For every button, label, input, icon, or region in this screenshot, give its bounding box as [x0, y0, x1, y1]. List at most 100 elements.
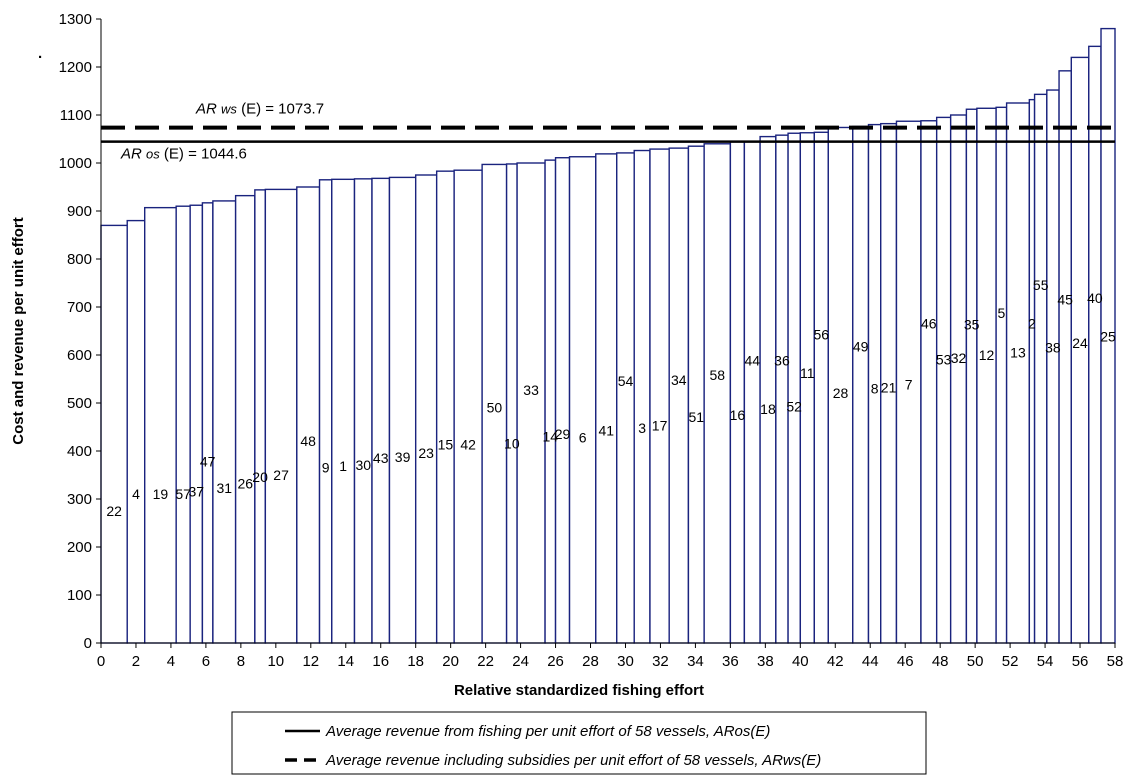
bar-label-vessel-21: 21 [881, 379, 897, 395]
legend-dashed-label: Average revenue including subsidies per … [325, 752, 821, 769]
bar-vessel-19 [144, 206, 177, 644]
bar-vessel-45 [1058, 70, 1072, 644]
x-tick-label: 2 [132, 653, 140, 670]
x-tick-label: 48 [932, 653, 949, 670]
annotation-subscript: ws [221, 102, 237, 117]
bar-label-vessel-58: 58 [709, 367, 725, 383]
bar-vessel-13 [1005, 102, 1031, 644]
x-tick-label: 52 [1002, 653, 1019, 670]
bar-vessel-5 [995, 106, 1008, 644]
bar-vessel-20 [254, 189, 267, 644]
annotation-prefix: AR [120, 146, 146, 163]
bar-label-vessel-24: 24 [1072, 335, 1088, 351]
x-tick-label: 24 [512, 653, 529, 670]
bar-label-vessel-9: 9 [322, 460, 330, 476]
y-tick-label: 1200 [59, 59, 92, 76]
bar-vessel-33 [516, 162, 546, 644]
x-tick-label: 18 [407, 653, 424, 670]
bar-label-vessel-51: 51 [688, 409, 704, 425]
ticks-group: 0100200300400500600700800900100011001200… [59, 11, 1124, 670]
bar-vessel-46 [920, 120, 938, 644]
y-tick-label: 0 [84, 635, 92, 652]
x-tick-label: 36 [722, 653, 739, 670]
bar-label-vessel-18: 18 [760, 401, 776, 417]
bar-label-vessel-17: 17 [652, 417, 668, 433]
bar-vessel-18 [759, 135, 777, 644]
bar-vessel-23 [414, 174, 438, 644]
bar-label-vessel-41: 41 [598, 423, 614, 439]
annotation-subscript: os [146, 147, 160, 162]
y-tick-label: 1000 [59, 155, 92, 172]
annotation-ar-ws: AR ws (E) = 1073.7 [195, 101, 324, 118]
bar-label-vessel-57: 57 [175, 486, 191, 502]
bar-vessel-41 [595, 153, 618, 644]
bar-label-vessel-12: 12 [979, 347, 995, 363]
bar-vessel-37 [189, 204, 204, 644]
y-tick-label: 500 [67, 395, 92, 412]
bar-label-vessel-37: 37 [188, 484, 204, 500]
y-tick-label: 100 [67, 587, 92, 604]
x-tick-label: 16 [372, 653, 389, 670]
bar-label-vessel-55: 55 [1033, 277, 1049, 293]
x-tick-label: 10 [267, 653, 284, 670]
bar-vessel-27 [264, 188, 298, 644]
bar-vessel-3 [633, 149, 651, 644]
x-tick-label: 14 [337, 653, 354, 670]
bar-vessel-16 [729, 140, 746, 644]
bar-label-vessel-25: 25 [1100, 329, 1116, 345]
bar-label-vessel-56: 56 [814, 327, 830, 343]
bar-vessel-28 [827, 126, 854, 644]
x-tick-label: 12 [302, 653, 319, 670]
bar-vessel-31 [212, 200, 237, 644]
x-tick-label: 4 [167, 653, 175, 670]
legend-solid-label: Average revenue from fishing per unit ef… [325, 723, 770, 740]
bar-label-vessel-3: 3 [638, 420, 646, 436]
bar-vessel-48 [296, 186, 321, 644]
annotation-ar-os: AR os (E) = 1044.6 [120, 146, 247, 163]
bar-vessel-26 [234, 194, 256, 644]
bar-label-vessel-44: 44 [744, 353, 760, 369]
x-tick-label: 32 [652, 653, 669, 670]
reference-annotations-group: AR os (E) = 1044.6 AR ws (E) = 1073.7 [120, 101, 324, 163]
y-tick-label: 1100 [60, 107, 92, 124]
bar-label-vessel-36: 36 [774, 353, 790, 369]
bar-vessel-42 [453, 169, 483, 644]
bar-vessel-50 [481, 163, 508, 644]
bar-label-vessel-49: 49 [853, 339, 869, 355]
corner-mark: . [38, 45, 42, 62]
bar-vessel-14 [544, 159, 557, 644]
bar-vessel-2 [1028, 98, 1036, 644]
x-tick-label: 56 [1072, 653, 1089, 670]
x-tick-label: 22 [477, 653, 494, 670]
bar-vessel-57 [175, 205, 191, 644]
bar-label-vessel-26: 26 [237, 475, 253, 491]
x-tick-label: 54 [1037, 653, 1054, 670]
bar-vessel-43 [371, 177, 391, 644]
bar-vessel-38 [1046, 89, 1060, 644]
bar-label-vessel-38: 38 [1045, 340, 1061, 356]
x-tick-label: 38 [757, 653, 774, 670]
x-tick-label: 46 [897, 653, 914, 670]
bar-label-vessel-43: 43 [373, 450, 389, 466]
bar-label-vessel-48: 48 [300, 433, 316, 449]
bar-label-vessel-46: 46 [921, 316, 937, 332]
x-tick-label: 26 [547, 653, 564, 670]
y-tick-label: 700 [67, 299, 92, 316]
x-tick-label: 40 [792, 653, 809, 670]
bar-vessel-47 [201, 202, 214, 644]
bar-label-vessel-35: 35 [964, 317, 980, 333]
bar-vessel-10 [505, 163, 518, 644]
bar-label-vessel-8: 8 [871, 380, 879, 396]
legend: Average revenue from fishing per unit ef… [231, 711, 927, 775]
y-tick-label: 200 [67, 539, 92, 556]
bar-vessel-22 [100, 224, 128, 644]
bar-vessel-58 [703, 143, 732, 644]
bar-vessel-17 [649, 148, 670, 644]
bar-label-vessel-23: 23 [418, 445, 434, 461]
bar-vessel-29 [554, 157, 571, 644]
bar-vessel-51 [687, 145, 705, 644]
bar-label-vessel-19: 19 [153, 486, 169, 502]
y-tick-label: 600 [67, 347, 92, 364]
x-tick-label: 28 [582, 653, 599, 670]
